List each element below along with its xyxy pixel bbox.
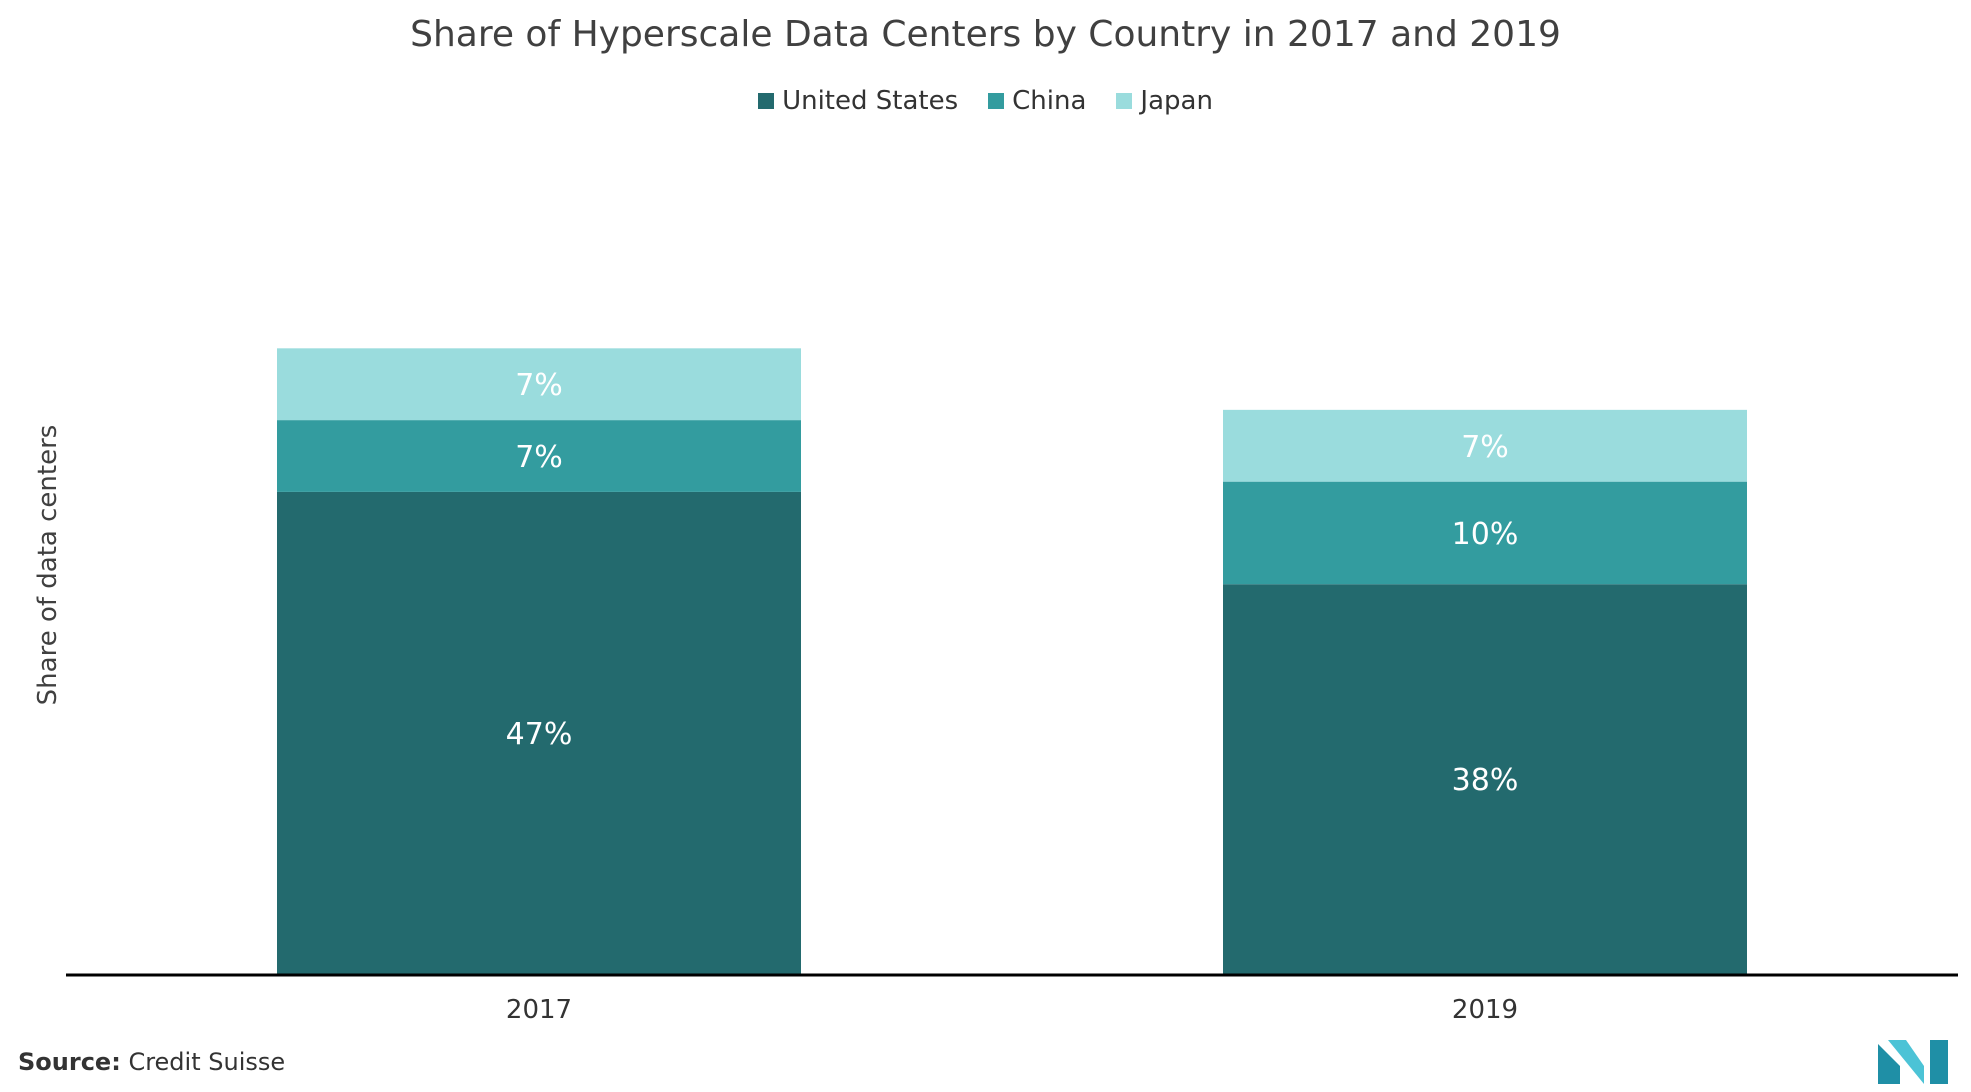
data-label: 10% <box>1452 517 1519 552</box>
logo-shape-left <box>1878 1044 1900 1084</box>
legend-swatch <box>988 93 1005 109</box>
legend-label: Japan <box>1140 86 1213 116</box>
chart-title: Share of Hyperscale Data Centers by Coun… <box>410 14 1561 55</box>
bar-segment <box>277 420 801 492</box>
logo-shape-right <box>1930 1040 1948 1084</box>
legend-label: China <box>1012 86 1087 116</box>
source-value: Credit Suisse <box>128 1048 286 1076</box>
mordor-logo-icon <box>1878 1040 1948 1084</box>
source-key: Source: <box>18 1048 121 1076</box>
data-label: 7% <box>1461 430 1509 465</box>
bar-segment <box>1223 481 1747 585</box>
x-tick-label: 2017 <box>506 995 572 1025</box>
legend-swatch <box>1116 93 1133 109</box>
legend: United States China Japan <box>0 86 1971 116</box>
data-label: 7% <box>515 368 563 403</box>
data-label: 7% <box>515 440 563 475</box>
data-label: 38% <box>1452 763 1519 798</box>
bar-segment <box>1223 584 1747 974</box>
x-tick-label: 2019 <box>1452 995 1518 1025</box>
bar-segment <box>277 348 801 421</box>
legend-item: Japan <box>1116 86 1213 116</box>
source-note: Source: Credit Suisse <box>18 1048 285 1076</box>
legend-item: United States <box>758 86 958 116</box>
legend-item: China <box>988 86 1086 116</box>
data-label: 47% <box>506 717 573 752</box>
bar-segment <box>277 491 801 974</box>
legend-swatch <box>758 93 775 109</box>
bar-segment <box>1223 409 1747 482</box>
logo-shape-mid <box>1888 1040 1924 1084</box>
legend-label: United States <box>782 86 959 116</box>
